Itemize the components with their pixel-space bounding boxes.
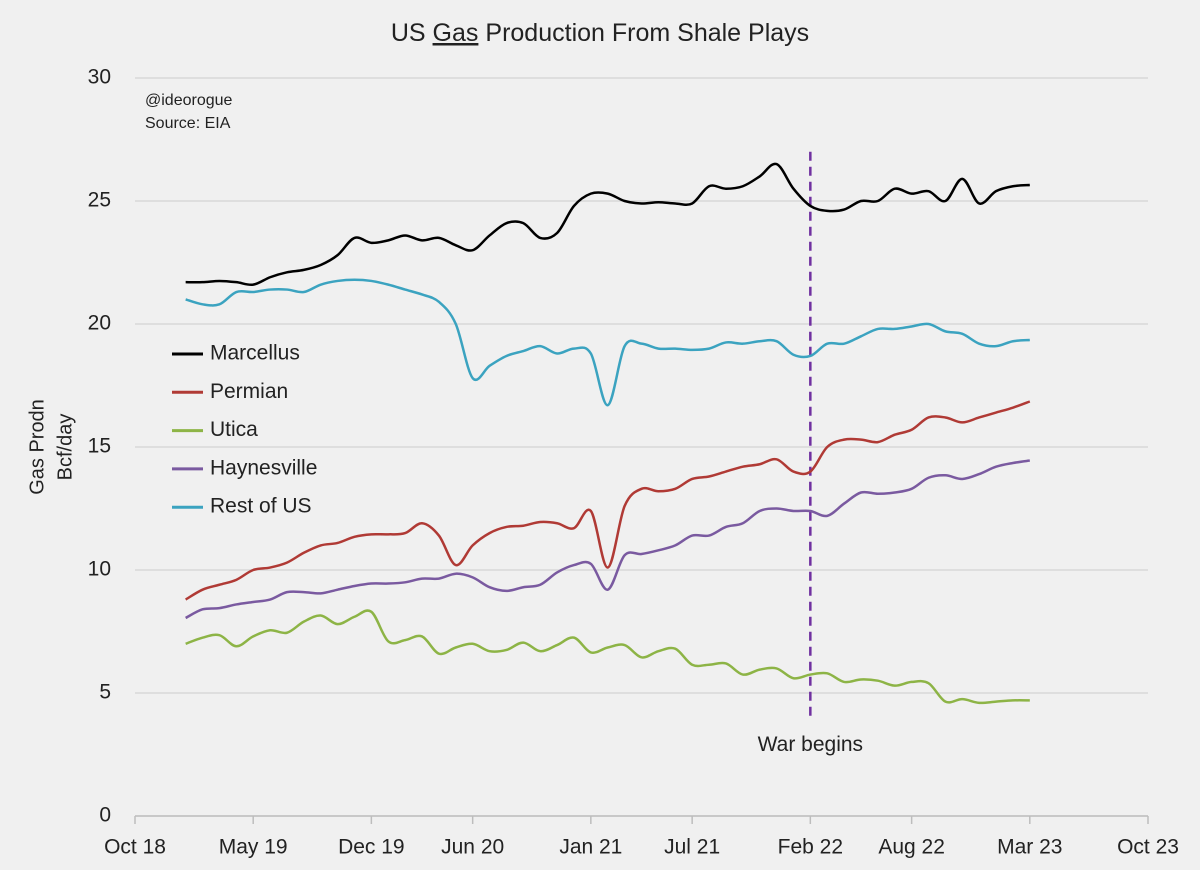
series-line xyxy=(185,278,1030,407)
y-axis-label: Bcf/day xyxy=(54,414,76,481)
x-tick-label: Oct 23 xyxy=(1117,836,1179,859)
legend-label: Marcellus xyxy=(210,342,300,365)
x-tick-label: May 19 xyxy=(219,836,288,859)
series-line xyxy=(185,162,1030,287)
y-tick-label: 20 xyxy=(88,312,111,335)
series-line xyxy=(185,459,1030,620)
legend-label: Haynesville xyxy=(210,456,317,479)
x-tick-label: Oct 18 xyxy=(104,836,166,859)
y-tick-label: 0 xyxy=(99,804,111,827)
y-tick-label: 15 xyxy=(88,435,111,458)
title-part: US xyxy=(391,19,426,47)
title-part: Gas xyxy=(433,19,479,47)
y-axis-label: Gas Prodn xyxy=(26,399,48,495)
chart-title: US Gas Production From Shale Plays xyxy=(391,19,809,47)
x-tick-label: Jul 21 xyxy=(664,836,720,859)
y-tick-label: 25 xyxy=(88,189,111,212)
series-line xyxy=(185,400,1031,601)
series-line xyxy=(185,609,1030,705)
note: Source: EIA xyxy=(145,115,231,132)
x-tick-label: Jan 21 xyxy=(559,836,622,859)
y-tick-label: 30 xyxy=(88,66,111,89)
y-tick-label: 5 xyxy=(99,681,111,704)
x-tick-label: Aug 22 xyxy=(878,836,945,859)
title-part: Production From Shale Plays xyxy=(485,19,809,47)
legend-label: Rest of US xyxy=(210,495,312,518)
x-tick-label: Jun 20 xyxy=(441,836,504,859)
annotation-text: War begins xyxy=(758,733,863,756)
y-tick-label: 10 xyxy=(88,558,111,581)
x-tick-label: Mar 23 xyxy=(997,836,1062,859)
legend-label: Utica xyxy=(210,418,258,441)
note: @ideorogue xyxy=(145,92,233,109)
x-tick-label: Dec 19 xyxy=(338,836,405,859)
legend-label: Permian xyxy=(210,380,288,403)
x-tick-label: Feb 22 xyxy=(778,836,843,859)
